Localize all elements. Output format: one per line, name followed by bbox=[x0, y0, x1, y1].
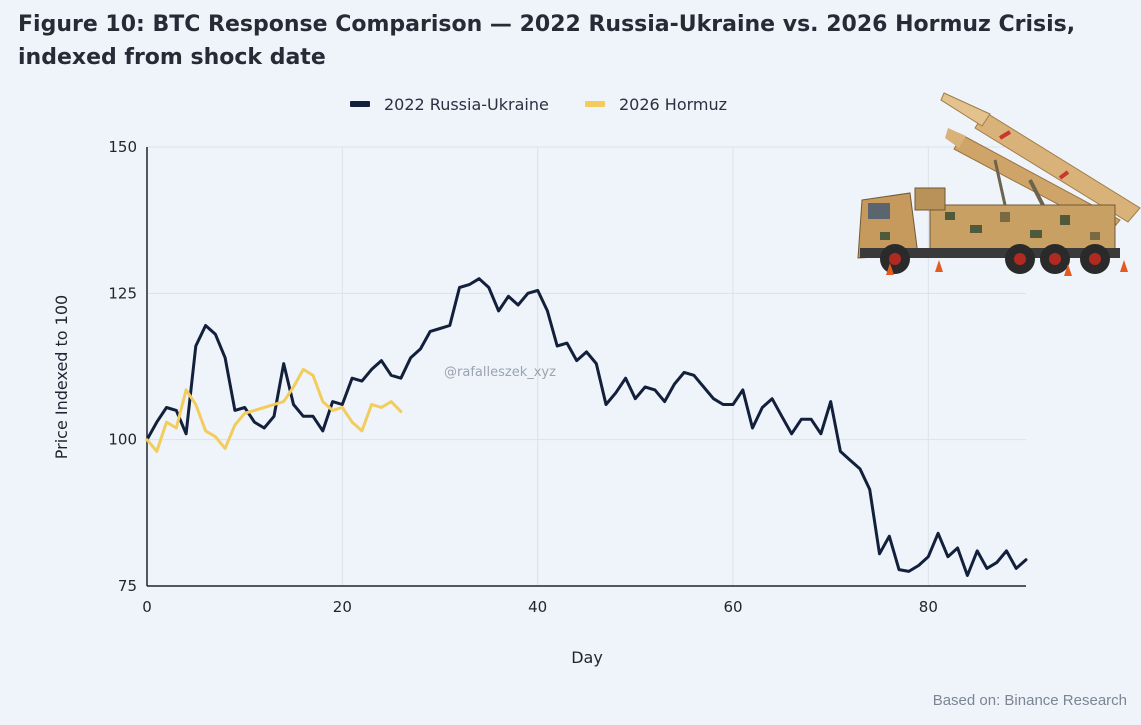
x-tick-label: 0 bbox=[142, 598, 152, 616]
y-tick-label: 100 bbox=[108, 431, 137, 449]
x-tick-label: 80 bbox=[919, 598, 938, 616]
missile-launcher-truck-icon bbox=[857, 92, 1141, 276]
y-tick-label: 125 bbox=[108, 284, 137, 302]
y-tick-label: 75 bbox=[118, 577, 137, 595]
series-lines bbox=[145, 277, 1028, 577]
y-axis-ticks: 75 100 125 150 bbox=[108, 138, 137, 595]
grid-lines bbox=[147, 146, 1026, 586]
chart-title: Figure 10: BTC Response Comparison — 202… bbox=[18, 8, 1118, 74]
watermark: @rafalleszek_xyz bbox=[444, 365, 556, 380]
source-note: Based on: Binance Research bbox=[932, 692, 1127, 709]
legend-label: 2022 Russia-Ukraine bbox=[384, 95, 549, 114]
x-tick-label: 20 bbox=[333, 598, 352, 616]
series-line-russia-ukraine-2022 bbox=[145, 277, 1028, 577]
x-axis-label: Day bbox=[571, 648, 603, 667]
legend: 2022 Russia-Ukraine 2026 Hormuz bbox=[350, 95, 727, 114]
chart-title-line-2: indexed from shock date bbox=[18, 45, 326, 70]
legend-label: 2026 Hormuz bbox=[619, 95, 727, 114]
legend-swatch bbox=[585, 101, 605, 107]
chart-axes bbox=[146, 147, 1026, 587]
legend-swatch bbox=[350, 101, 370, 107]
x-tick-label: 40 bbox=[528, 598, 547, 616]
x-tick-label: 60 bbox=[723, 598, 742, 616]
y-tick-label: 150 bbox=[108, 138, 137, 156]
series-line-hormuz-2026 bbox=[145, 367, 403, 453]
y-axis-label: Price Indexed to 100 bbox=[52, 295, 71, 459]
chart-title-line-1: Figure 10: BTC Response Comparison — 202… bbox=[18, 12, 1076, 37]
x-axis-ticks: 0 20 40 60 80 bbox=[142, 598, 938, 616]
